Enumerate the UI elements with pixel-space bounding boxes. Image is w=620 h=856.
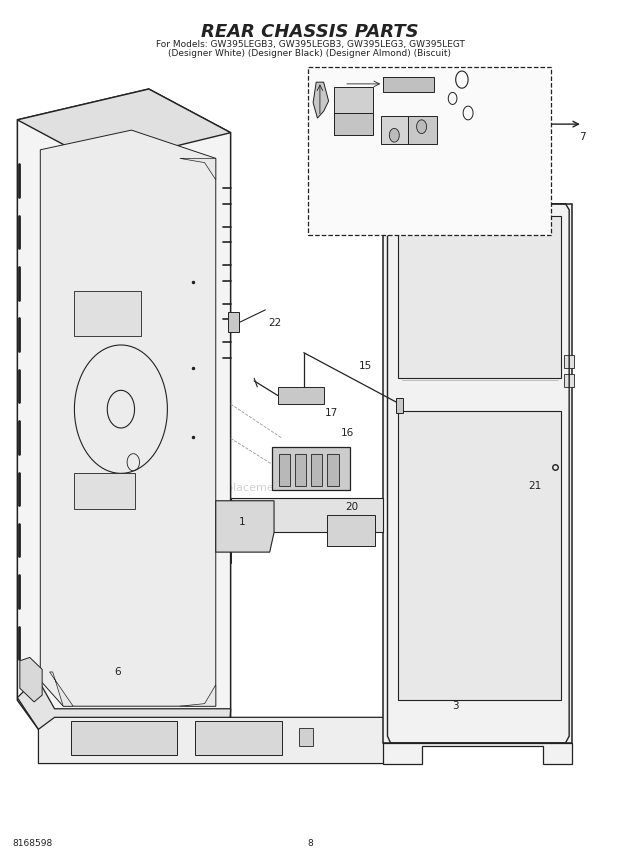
Polygon shape <box>17 678 231 729</box>
Polygon shape <box>74 473 135 509</box>
Polygon shape <box>383 204 572 743</box>
Polygon shape <box>180 158 216 180</box>
Polygon shape <box>396 398 403 413</box>
Polygon shape <box>279 454 290 486</box>
Polygon shape <box>383 77 434 92</box>
Polygon shape <box>278 387 324 404</box>
Polygon shape <box>327 454 339 486</box>
Text: 14: 14 <box>321 130 334 140</box>
Text: 17: 17 <box>325 408 339 419</box>
Polygon shape <box>313 82 329 118</box>
Text: 13: 13 <box>342 158 356 168</box>
Polygon shape <box>327 515 375 546</box>
Polygon shape <box>20 657 42 702</box>
Text: 8: 8 <box>358 207 365 217</box>
Text: 15: 15 <box>359 360 373 371</box>
FancyBboxPatch shape <box>308 67 551 235</box>
Text: 12: 12 <box>417 129 430 140</box>
Text: REAR CHASSIS PARTS: REAR CHASSIS PARTS <box>201 22 419 41</box>
Polygon shape <box>417 120 427 134</box>
Polygon shape <box>228 312 239 332</box>
Text: 1: 1 <box>239 517 245 527</box>
Polygon shape <box>216 501 274 552</box>
Text: 9: 9 <box>469 195 476 205</box>
Polygon shape <box>50 672 73 706</box>
Text: 6: 6 <box>115 667 121 677</box>
Polygon shape <box>231 498 383 532</box>
Text: 8168598: 8168598 <box>12 839 53 847</box>
Text: 20: 20 <box>345 502 359 512</box>
Polygon shape <box>195 721 282 755</box>
Text: eReplacementParts.com: eReplacementParts.com <box>205 483 340 493</box>
Polygon shape <box>398 411 561 700</box>
Polygon shape <box>299 728 313 746</box>
Polygon shape <box>334 87 373 135</box>
Polygon shape <box>295 454 306 486</box>
Polygon shape <box>40 130 216 706</box>
Text: 3: 3 <box>453 701 459 711</box>
Polygon shape <box>389 128 399 142</box>
Polygon shape <box>381 116 408 144</box>
Text: 7: 7 <box>580 132 586 142</box>
Text: 10: 10 <box>401 199 414 209</box>
Polygon shape <box>38 717 402 764</box>
Text: 21: 21 <box>528 481 541 491</box>
Polygon shape <box>17 89 231 164</box>
Polygon shape <box>398 216 561 378</box>
Polygon shape <box>383 743 572 764</box>
Polygon shape <box>311 454 322 486</box>
Polygon shape <box>180 685 216 706</box>
Polygon shape <box>71 721 177 755</box>
Text: 22: 22 <box>268 318 281 328</box>
Text: 8: 8 <box>307 839 313 847</box>
Text: 24: 24 <box>444 149 458 159</box>
Polygon shape <box>564 355 574 368</box>
Polygon shape <box>564 374 574 387</box>
Polygon shape <box>74 291 141 336</box>
Polygon shape <box>334 113 373 135</box>
Text: 5: 5 <box>461 134 467 144</box>
Text: 16: 16 <box>340 428 354 438</box>
Polygon shape <box>408 116 437 144</box>
Polygon shape <box>272 447 350 490</box>
Text: (Designer White) (Designer Black) (Designer Almond) (Biscuit): (Designer White) (Designer Black) (Desig… <box>169 50 451 58</box>
Text: For Models: GW395LEGB3, GW395LEGB3, GW395LEG3, GW395LEGT: For Models: GW395LEGB3, GW395LEGB3, GW39… <box>156 40 464 49</box>
Polygon shape <box>17 89 231 729</box>
